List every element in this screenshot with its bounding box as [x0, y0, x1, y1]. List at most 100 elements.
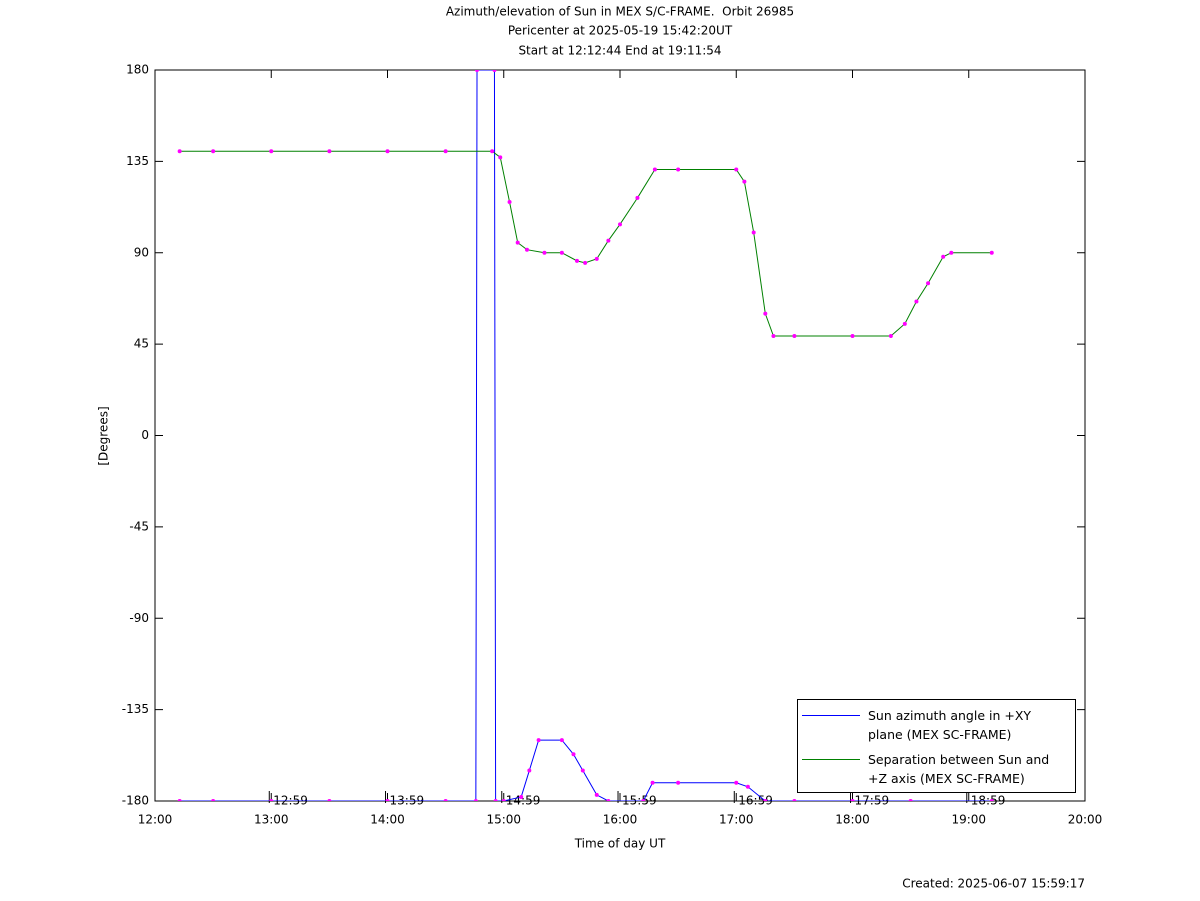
- x-tick-label: 15:00: [486, 813, 521, 827]
- data-point: [177, 149, 182, 154]
- data-point: [989, 799, 994, 801]
- legend-swatch: [802, 715, 860, 716]
- data-point: [574, 258, 579, 263]
- data-point: [492, 70, 497, 72]
- data-point: [926, 281, 931, 286]
- data-point: [989, 250, 994, 255]
- legend-label: Separation between Sun and +Z axis (MEX …: [868, 752, 1050, 786]
- series-line: [179, 70, 992, 801]
- plot-area: [177, 70, 994, 801]
- data-point: [269, 799, 274, 801]
- legend-item: Sun azimuth angle in +XY plane (MEX SC-F…: [802, 706, 1069, 744]
- data-point: [771, 334, 776, 339]
- y-tick-label: -45: [129, 519, 149, 533]
- data-point: [594, 256, 599, 261]
- data-point: [211, 799, 216, 801]
- y-tick-label: 0: [141, 428, 149, 442]
- data-point: [763, 799, 768, 801]
- data-point: [571, 752, 576, 757]
- data-point: [941, 254, 946, 259]
- y-tick-label: 90: [134, 245, 149, 259]
- data-point: [902, 321, 907, 326]
- data-point: [742, 179, 747, 184]
- y-tick-label: -135: [122, 702, 149, 716]
- series-line: [179, 150, 992, 337]
- data-point: [327, 149, 332, 154]
- data-point: [473, 799, 478, 801]
- data-point: [177, 799, 182, 801]
- data-point: [745, 784, 750, 789]
- data-point: [594, 792, 599, 797]
- data-point: [850, 799, 855, 801]
- x-tick-label: 18:00: [835, 813, 870, 827]
- data-point: [443, 149, 448, 154]
- data-point: [635, 195, 640, 200]
- data-point: [650, 780, 655, 785]
- data-point: [751, 230, 756, 235]
- legend: Sun azimuth angle in +XY plane (MEX SC-F…: [797, 699, 1076, 793]
- data-point: [501, 799, 506, 801]
- data-point: [385, 799, 390, 801]
- data-point: [475, 70, 480, 72]
- data-point: [606, 799, 611, 801]
- data-point: [850, 334, 855, 339]
- data-point: [580, 768, 585, 773]
- data-point: [641, 799, 646, 801]
- data-point: [507, 199, 512, 204]
- data-point: [618, 222, 622, 227]
- y-axis-label: [Degrees]: [97, 406, 111, 465]
- x-tick-label: 13:00: [254, 813, 289, 827]
- x-tick-label: 14:00: [370, 813, 405, 827]
- data-point: [888, 334, 893, 339]
- data-point: [583, 260, 588, 265]
- data-point: [527, 768, 532, 773]
- y-tick-label: -180: [122, 794, 149, 808]
- x-axis-label: Time of day UT: [574, 837, 666, 851]
- data-point: [490, 149, 495, 154]
- data-point: [908, 799, 913, 801]
- data-point: [525, 247, 529, 252]
- legend-item: Separation between Sun and +Z axis (MEX …: [802, 750, 1069, 788]
- data-point: [606, 238, 611, 243]
- y-tick-label: -90: [129, 611, 149, 625]
- data-point: [792, 334, 797, 339]
- data-point: [914, 299, 919, 304]
- data-point: [559, 738, 564, 743]
- chart-subtitle: Start at 12:12:44 End at 19:11:54: [518, 44, 721, 58]
- data-point: [385, 149, 390, 154]
- data-point: [519, 794, 524, 799]
- plot-frame: [154, 69, 1086, 802]
- data-point: [536, 738, 541, 743]
- data-point: [676, 780, 681, 785]
- footer: Created: 2025-06-07 15:59:17: [902, 877, 1085, 891]
- data-point: [763, 311, 768, 316]
- legend-label: Sun azimuth angle in +XY plane (MEX SC-F…: [868, 708, 1032, 742]
- x-tick-label: 12:00: [138, 813, 173, 827]
- y-tick-label: 45: [134, 337, 149, 351]
- x-tick-label: 19:00: [951, 813, 986, 827]
- data-point: [443, 799, 448, 801]
- data-point: [676, 167, 681, 172]
- data-point: [498, 155, 503, 160]
- x-tick-label: 20:00: [1068, 813, 1103, 827]
- data-point: [734, 780, 739, 785]
- chart-subtitle: Pericenter at 2025-05-19 15:42:20UT: [508, 24, 733, 38]
- time-marker-label: 14:59: [506, 794, 541, 808]
- data-point: [792, 799, 797, 801]
- data-point: [652, 167, 657, 172]
- data-point: [493, 799, 498, 801]
- data-point: [211, 149, 216, 154]
- data-point: [559, 250, 564, 255]
- data-point: [734, 167, 739, 172]
- data-point: [542, 250, 547, 255]
- legend-swatch: [802, 759, 860, 760]
- y-tick-label: 135: [126, 154, 149, 168]
- data-point: [269, 149, 274, 154]
- x-tick-label: 17:00: [719, 813, 754, 827]
- data-point: [327, 799, 332, 801]
- x-tick-label: 16:00: [603, 813, 638, 827]
- chart-title: Azimuth/elevation of Sun in MEX S/C-FRAM…: [446, 5, 794, 19]
- data-point: [515, 240, 520, 245]
